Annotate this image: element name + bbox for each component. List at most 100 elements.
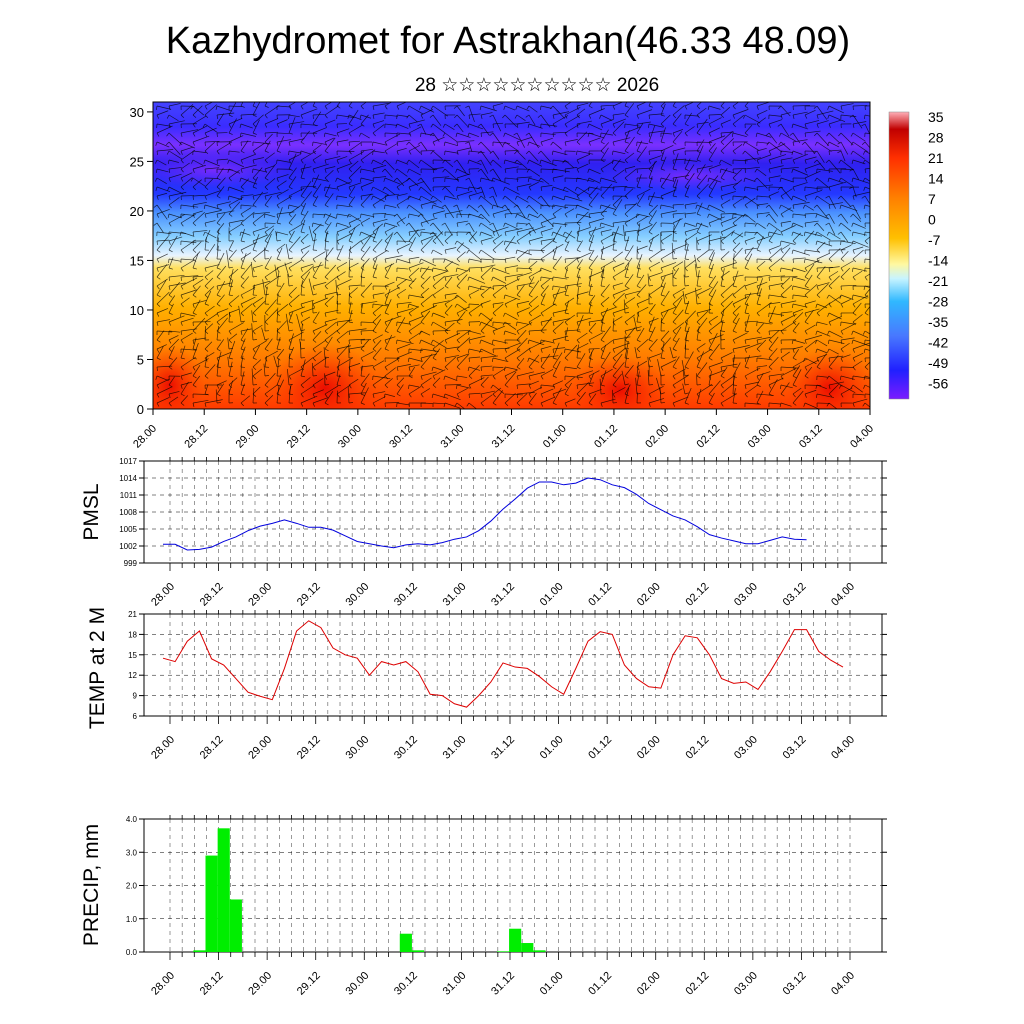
wind-barb <box>708 159 713 163</box>
wind-vector <box>240 395 251 404</box>
wind-barb <box>768 240 773 244</box>
wind-barb <box>837 213 842 217</box>
wind-barb <box>155 375 158 380</box>
wind-vector <box>240 296 256 305</box>
wind-barb <box>444 357 447 362</box>
wind-vector <box>300 108 318 116</box>
wind-barb <box>372 276 377 279</box>
wind-barb <box>216 204 219 209</box>
wind-vector <box>744 177 756 182</box>
wind-barb <box>288 222 293 226</box>
wind-barb <box>443 393 446 398</box>
wind-barb <box>744 366 749 369</box>
wind-barb <box>564 393 569 397</box>
wind-vector <box>648 210 657 224</box>
wind-vector <box>492 122 504 125</box>
wind-barb <box>514 114 518 119</box>
wind-vector <box>660 262 677 269</box>
wind-vector <box>504 105 516 111</box>
wind-barb <box>756 366 759 371</box>
wind-vector <box>624 274 634 287</box>
wind-vector <box>576 211 589 224</box>
wind-barb <box>720 267 723 272</box>
wind-vector <box>648 386 664 395</box>
wind-barb <box>360 240 364 245</box>
wind-barb <box>312 177 314 183</box>
wind-barb <box>648 365 653 368</box>
wind-vector <box>288 114 300 118</box>
wind-barb <box>443 375 446 380</box>
wind-vector <box>420 266 430 278</box>
wind-barb <box>742 195 746 200</box>
colorbar-label: -35 <box>928 314 948 330</box>
wind-barb <box>180 312 182 318</box>
wind-vector <box>744 222 756 225</box>
wind-barb <box>288 321 293 324</box>
wind-vector <box>336 330 349 341</box>
wind-barb <box>852 321 856 326</box>
wind-barb <box>216 303 221 307</box>
wind-barb <box>288 284 293 287</box>
wind-barb <box>708 168 711 173</box>
wind-vector <box>276 231 289 236</box>
wind-barb <box>503 330 506 335</box>
wind-vector <box>624 290 640 296</box>
wind-barb <box>708 195 713 198</box>
wind-barb <box>372 366 376 371</box>
wind-vector <box>420 258 437 267</box>
wind-vector <box>504 256 516 260</box>
precip-bar <box>496 951 510 952</box>
wind-vector <box>744 281 758 287</box>
wind-vector <box>672 131 683 143</box>
wind-vector <box>444 150 459 154</box>
wind-vector <box>384 286 400 296</box>
wind-barb <box>672 177 675 182</box>
wind-vector <box>240 252 252 260</box>
wind-vector <box>516 183 532 188</box>
x-tick-label: 30.12 <box>387 423 415 451</box>
wind-vector <box>312 102 316 107</box>
y-tick-label: 20 <box>130 204 144 219</box>
wind-vector <box>216 228 220 242</box>
wind-vector <box>624 130 630 143</box>
wind-vector <box>396 343 411 350</box>
wind-vector <box>348 142 362 152</box>
wind-barb <box>779 204 782 209</box>
wind-barb <box>708 330 712 335</box>
wind-barb <box>672 375 676 380</box>
wind-barb <box>324 231 329 235</box>
wind-barb <box>648 204 653 207</box>
wind-barb <box>384 330 389 334</box>
wind-vector <box>432 369 446 377</box>
wind-barb <box>348 123 353 127</box>
wind-vector <box>792 182 808 188</box>
wind-barb <box>744 303 749 306</box>
wind-barb <box>840 348 844 353</box>
wind-barb <box>660 150 664 155</box>
wind-vector <box>204 210 222 215</box>
wind-vector <box>168 150 183 160</box>
wind-barb <box>826 402 830 407</box>
wind-vector <box>432 402 445 405</box>
wind-barb <box>719 168 722 173</box>
wind-vector <box>672 388 683 395</box>
wind-vector <box>828 119 842 125</box>
wind-vector <box>756 258 772 261</box>
wind-vector <box>324 193 334 206</box>
wind-vector <box>528 295 538 305</box>
wind-barb <box>756 348 761 352</box>
wind-barb <box>660 186 665 190</box>
wind-barb <box>779 402 782 407</box>
wind-vector <box>408 181 425 188</box>
wind-vector <box>228 311 231 323</box>
wind-barb <box>420 114 424 119</box>
wind-vector <box>528 392 537 404</box>
x-tick-label: 03.12 <box>781 734 809 762</box>
wind-vector <box>634 347 638 359</box>
wind-vector <box>564 314 576 323</box>
x-tick-label: 04.00 <box>848 423 876 451</box>
wind-barb <box>636 186 641 189</box>
wind-vector <box>744 381 760 386</box>
wind-vector <box>576 153 590 161</box>
wind-barb <box>503 132 506 137</box>
